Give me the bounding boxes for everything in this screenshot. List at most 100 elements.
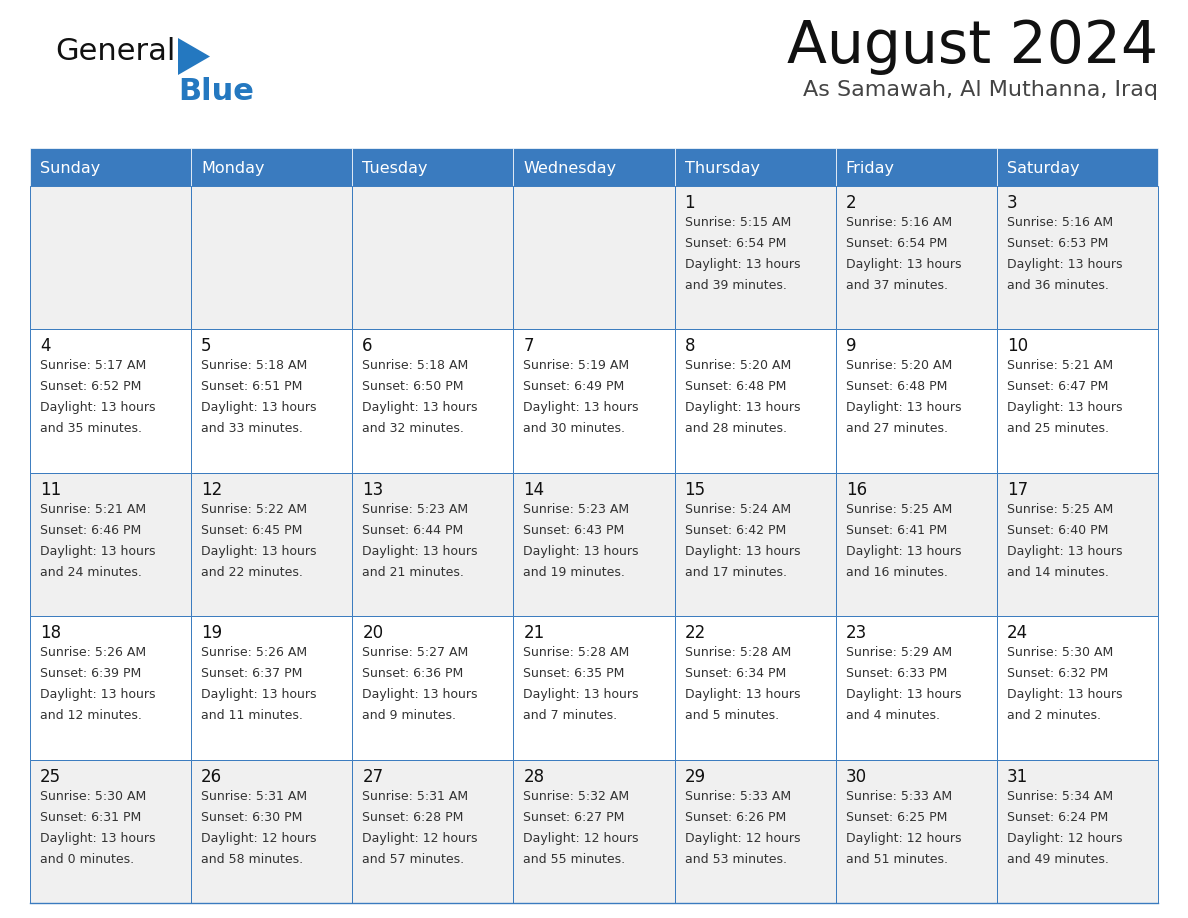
Text: Sunset: 6:48 PM: Sunset: 6:48 PM	[846, 380, 947, 394]
Bar	[191, 186, 353, 330]
Text: 30: 30	[846, 767, 867, 786]
Text: Sunset: 6:50 PM: Sunset: 6:50 PM	[362, 380, 463, 394]
Text: 10: 10	[1007, 338, 1028, 355]
Text: 26: 26	[201, 767, 222, 786]
Text: Daylight: 13 hours: Daylight: 13 hours	[362, 401, 478, 414]
Text: Sunrise: 5:18 AM: Sunrise: 5:18 AM	[201, 360, 308, 373]
Bar	[997, 473, 1158, 616]
Text: 19: 19	[201, 624, 222, 643]
Text: 21: 21	[524, 624, 544, 643]
Text: Daylight: 13 hours: Daylight: 13 hours	[846, 401, 961, 414]
Text: Sunrise: 5:23 AM: Sunrise: 5:23 AM	[524, 503, 630, 516]
Text: Sunset: 6:46 PM: Sunset: 6:46 PM	[40, 524, 141, 537]
Text: and 7 minutes.: and 7 minutes.	[524, 710, 618, 722]
Bar	[30, 616, 191, 759]
Text: Sunrise: 5:25 AM: Sunrise: 5:25 AM	[1007, 503, 1113, 516]
Bar	[191, 473, 353, 616]
Text: Daylight: 13 hours: Daylight: 13 hours	[1007, 258, 1123, 271]
Bar	[513, 148, 675, 186]
Text: and 36 minutes.: and 36 minutes.	[1007, 279, 1108, 292]
Text: 13: 13	[362, 481, 384, 498]
Text: and 17 minutes.: and 17 minutes.	[684, 565, 786, 579]
Bar	[353, 330, 513, 473]
Text: Tuesday: Tuesday	[362, 161, 428, 175]
Text: Sunrise: 5:23 AM: Sunrise: 5:23 AM	[362, 503, 468, 516]
Text: Sunset: 6:41 PM: Sunset: 6:41 PM	[846, 524, 947, 537]
Bar	[513, 330, 675, 473]
Text: Daylight: 13 hours: Daylight: 13 hours	[524, 401, 639, 414]
Text: Sunset: 6:24 PM: Sunset: 6:24 PM	[1007, 811, 1108, 823]
Text: Sunset: 6:28 PM: Sunset: 6:28 PM	[362, 811, 463, 823]
Text: Sunset: 6:54 PM: Sunset: 6:54 PM	[684, 237, 786, 250]
Text: Daylight: 13 hours: Daylight: 13 hours	[524, 544, 639, 558]
Text: and 58 minutes.: and 58 minutes.	[201, 853, 303, 866]
Bar	[191, 148, 353, 186]
Text: Daylight: 13 hours: Daylight: 13 hours	[362, 544, 478, 558]
Text: Sunrise: 5:22 AM: Sunrise: 5:22 AM	[201, 503, 308, 516]
Text: Sunrise: 5:15 AM: Sunrise: 5:15 AM	[684, 216, 791, 229]
Text: and 53 minutes.: and 53 minutes.	[684, 853, 786, 866]
Bar	[30, 473, 191, 616]
Polygon shape	[178, 38, 210, 75]
Text: Sunset: 6:39 PM: Sunset: 6:39 PM	[40, 667, 141, 680]
Text: and 51 minutes.: and 51 minutes.	[846, 853, 948, 866]
Text: 28: 28	[524, 767, 544, 786]
Text: 16: 16	[846, 481, 867, 498]
Bar	[30, 186, 191, 330]
Text: 14: 14	[524, 481, 544, 498]
Text: Daylight: 12 hours: Daylight: 12 hours	[1007, 832, 1123, 845]
Text: Sunset: 6:26 PM: Sunset: 6:26 PM	[684, 811, 785, 823]
Text: and 4 minutes.: and 4 minutes.	[846, 710, 940, 722]
Text: Sunrise: 5:30 AM: Sunrise: 5:30 AM	[40, 789, 146, 802]
Text: Sunrise: 5:31 AM: Sunrise: 5:31 AM	[362, 789, 468, 802]
Text: Daylight: 13 hours: Daylight: 13 hours	[201, 401, 317, 414]
Text: 20: 20	[362, 624, 384, 643]
Bar	[513, 473, 675, 616]
Text: and 25 minutes.: and 25 minutes.	[1007, 422, 1108, 435]
Text: Daylight: 13 hours: Daylight: 13 hours	[684, 688, 800, 701]
Bar	[675, 186, 835, 330]
Text: Sunrise: 5:24 AM: Sunrise: 5:24 AM	[684, 503, 791, 516]
Text: Sunset: 6:47 PM: Sunset: 6:47 PM	[1007, 380, 1108, 394]
Text: Sunrise: 5:29 AM: Sunrise: 5:29 AM	[846, 646, 952, 659]
Text: Wednesday: Wednesday	[524, 161, 617, 175]
Text: Sunset: 6:25 PM: Sunset: 6:25 PM	[846, 811, 947, 823]
Text: 15: 15	[684, 481, 706, 498]
Text: August 2024: August 2024	[786, 18, 1158, 75]
Text: Sunset: 6:54 PM: Sunset: 6:54 PM	[846, 237, 947, 250]
Text: Sunrise: 5:18 AM: Sunrise: 5:18 AM	[362, 360, 468, 373]
Bar	[675, 473, 835, 616]
Text: and 19 minutes.: and 19 minutes.	[524, 565, 625, 579]
Text: 31: 31	[1007, 767, 1028, 786]
Text: 6: 6	[362, 338, 373, 355]
Text: Sunrise: 5:16 AM: Sunrise: 5:16 AM	[1007, 216, 1113, 229]
Text: 8: 8	[684, 338, 695, 355]
Text: Sunrise: 5:25 AM: Sunrise: 5:25 AM	[846, 503, 952, 516]
Text: and 11 minutes.: and 11 minutes.	[201, 710, 303, 722]
Bar	[835, 330, 997, 473]
Bar	[353, 148, 513, 186]
Text: Daylight: 12 hours: Daylight: 12 hours	[201, 832, 317, 845]
Text: Daylight: 13 hours: Daylight: 13 hours	[40, 401, 156, 414]
Bar	[675, 616, 835, 759]
Bar	[191, 759, 353, 903]
Bar	[675, 759, 835, 903]
Text: Daylight: 12 hours: Daylight: 12 hours	[362, 832, 478, 845]
Bar	[675, 330, 835, 473]
Text: Sunrise: 5:21 AM: Sunrise: 5:21 AM	[1007, 360, 1113, 373]
Text: Sunset: 6:53 PM: Sunset: 6:53 PM	[1007, 237, 1108, 250]
Text: and 33 minutes.: and 33 minutes.	[201, 422, 303, 435]
Text: Sunset: 6:43 PM: Sunset: 6:43 PM	[524, 524, 625, 537]
Text: and 14 minutes.: and 14 minutes.	[1007, 565, 1108, 579]
Bar	[513, 759, 675, 903]
Text: Sunrise: 5:33 AM: Sunrise: 5:33 AM	[846, 789, 952, 802]
Text: Saturday: Saturday	[1007, 161, 1080, 175]
Text: and 0 minutes.: and 0 minutes.	[40, 853, 134, 866]
Bar	[30, 759, 191, 903]
Text: Monday: Monday	[201, 161, 265, 175]
Text: Daylight: 13 hours: Daylight: 13 hours	[40, 688, 156, 701]
Text: and 35 minutes.: and 35 minutes.	[40, 422, 143, 435]
Text: 27: 27	[362, 767, 384, 786]
Text: Daylight: 13 hours: Daylight: 13 hours	[684, 258, 800, 271]
Text: and 55 minutes.: and 55 minutes.	[524, 853, 626, 866]
